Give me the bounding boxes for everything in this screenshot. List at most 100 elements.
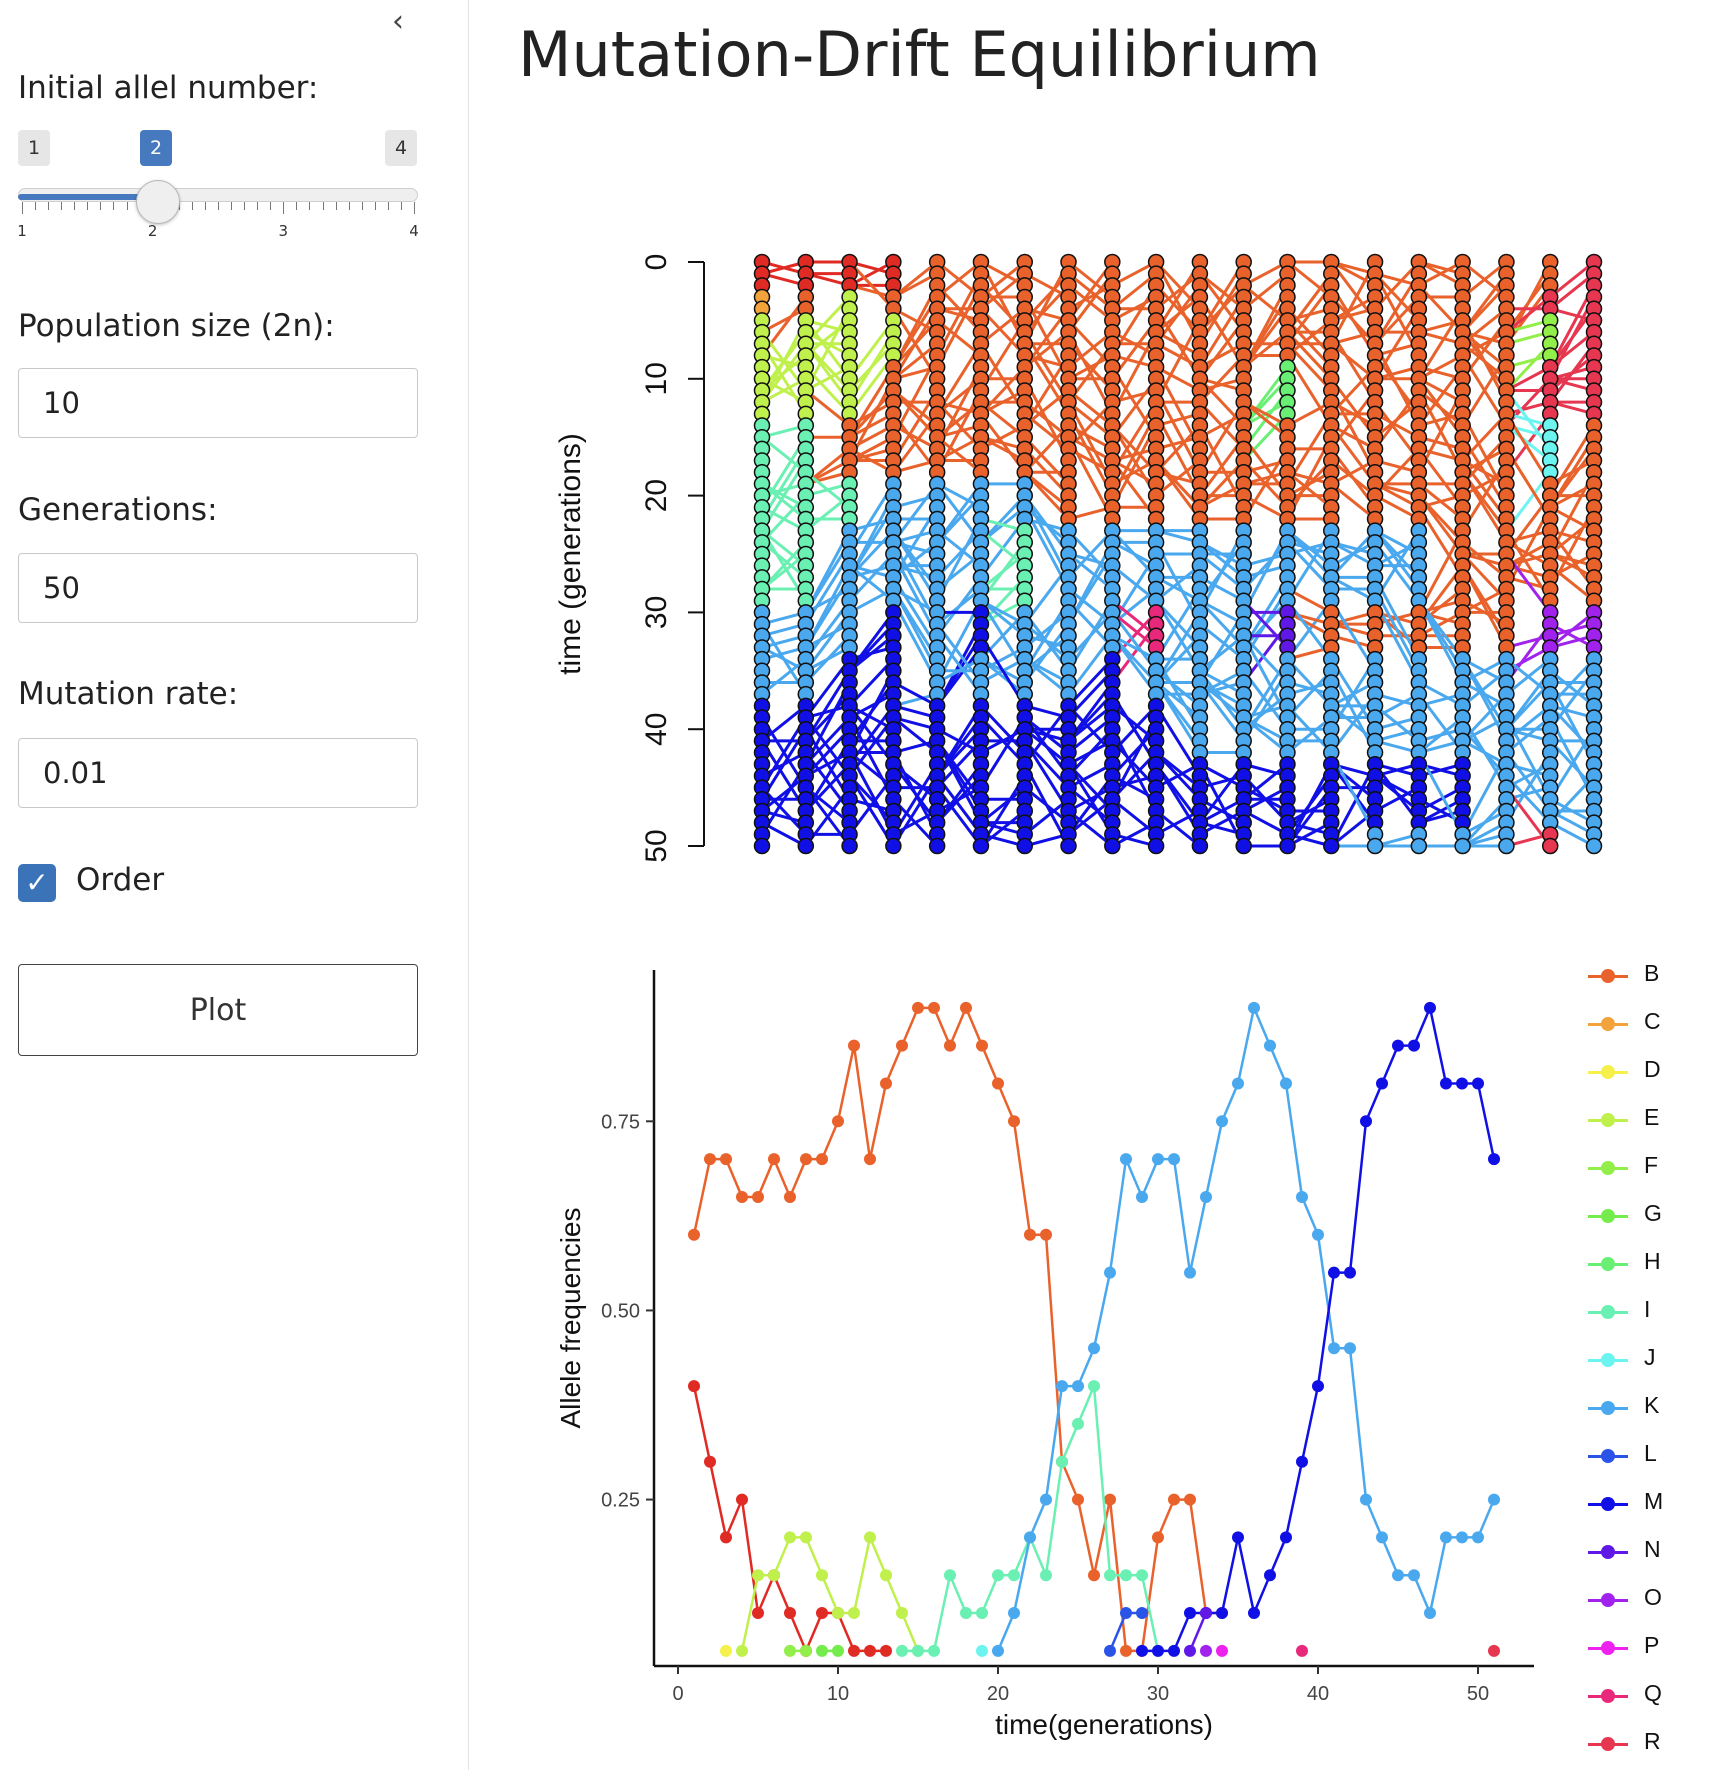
genealogy-link bbox=[980, 599, 1026, 626]
genealogy-link bbox=[804, 693, 851, 742]
genealogy-link bbox=[761, 436, 807, 474]
genealogy-link bbox=[1242, 284, 1289, 322]
legend-item-P: P bbox=[1580, 1630, 1700, 1666]
data-point-B bbox=[736, 1190, 748, 1203]
slider-tick bbox=[100, 202, 102, 210]
genealogy-link bbox=[979, 366, 1026, 415]
data-point-L bbox=[1104, 1644, 1116, 1657]
genealogy-link bbox=[848, 658, 895, 707]
slider-tick bbox=[204, 202, 206, 210]
legend-dot bbox=[1601, 969, 1615, 983]
data-point-A bbox=[880, 1644, 892, 1657]
data-point-F bbox=[800, 1644, 812, 1657]
genealogy-link bbox=[761, 505, 807, 532]
genealogy-link bbox=[1286, 669, 1333, 719]
slider-tick bbox=[257, 202, 259, 210]
generations-input[interactable] bbox=[18, 553, 418, 623]
genealogy-link bbox=[1549, 272, 1595, 310]
genealogy-link bbox=[980, 646, 1026, 673]
genealogy-link bbox=[1067, 529, 1114, 579]
genealogy-link bbox=[1461, 260, 1508, 299]
slider-handle[interactable] bbox=[136, 180, 180, 224]
legend-item-F: F bbox=[1580, 1150, 1700, 1186]
genealogy-link bbox=[979, 716, 1026, 766]
genealogy-link bbox=[1111, 634, 1157, 661]
genealogy-point bbox=[1147, 837, 1165, 855]
genealogy-link bbox=[848, 529, 895, 579]
legend-item-J: J bbox=[1580, 1342, 1700, 1378]
data-point-K bbox=[1168, 1153, 1180, 1166]
genealogy-link bbox=[1067, 284, 1114, 311]
slider-tick-label: 4 bbox=[409, 222, 419, 240]
genealogy-link bbox=[1111, 751, 1158, 801]
genealogy-link bbox=[1155, 272, 1201, 310]
genealogy-link bbox=[761, 354, 807, 392]
data-point-E bbox=[736, 1644, 748, 1657]
legend-label: E bbox=[1644, 1104, 1660, 1130]
genealogy-link bbox=[805, 330, 851, 357]
chevron-left-icon[interactable]: ‹ bbox=[392, 4, 404, 39]
genealogy-link bbox=[848, 704, 895, 731]
slider-max-label: 4 bbox=[385, 130, 418, 166]
data-point-I bbox=[896, 1644, 908, 1657]
legend-label: O bbox=[1644, 1584, 1662, 1610]
genealogy-link bbox=[1067, 704, 1114, 743]
genealogy-link bbox=[1067, 762, 1114, 789]
genealogy-link bbox=[1155, 365, 1201, 392]
genealogy-link bbox=[1417, 482, 1464, 521]
data-point-K bbox=[1184, 1266, 1196, 1279]
slider-tick-label: 3 bbox=[278, 222, 289, 240]
series-F bbox=[784, 1644, 812, 1657]
slider-tick bbox=[113, 202, 115, 210]
data-point-B bbox=[832, 1115, 844, 1128]
legend-item-N: N bbox=[1580, 1534, 1700, 1570]
genealogy-link bbox=[1155, 809, 1201, 848]
legend-item-R: R bbox=[1580, 1726, 1700, 1762]
data-point-I bbox=[1072, 1417, 1084, 1430]
data-point-G bbox=[816, 1644, 828, 1657]
data-point-E bbox=[768, 1569, 780, 1582]
genealogy-link bbox=[1242, 599, 1289, 649]
genealogy-link bbox=[1198, 401, 1245, 450]
population-size-input[interactable] bbox=[18, 368, 418, 438]
legend-dot bbox=[1601, 1641, 1615, 1655]
genealogy-link bbox=[1286, 704, 1333, 754]
genealogy-link bbox=[892, 716, 939, 754]
genealogy-link bbox=[980, 657, 1026, 696]
data-point-N bbox=[1184, 1644, 1196, 1657]
data-point-I bbox=[912, 1644, 924, 1657]
genealogy-point bbox=[1366, 837, 1384, 855]
legend-dot bbox=[1601, 1689, 1615, 1703]
order-checkbox[interactable]: ✓ bbox=[18, 864, 56, 902]
data-point-K bbox=[1264, 1039, 1276, 1052]
data-point-K bbox=[1376, 1531, 1388, 1544]
genealogy-link bbox=[848, 400, 895, 427]
genealogy-link bbox=[1505, 540, 1551, 568]
data-point-F bbox=[784, 1644, 796, 1657]
genealogy-link bbox=[1155, 342, 1201, 369]
genealogy-link bbox=[1023, 611, 1070, 649]
legend-label: N bbox=[1644, 1536, 1661, 1562]
data-point-K bbox=[1488, 1493, 1500, 1506]
genealogy-link bbox=[1374, 786, 1420, 813]
genealogy-point bbox=[972, 837, 990, 855]
data-point-B bbox=[752, 1190, 764, 1203]
genealogy-link bbox=[761, 482, 807, 509]
genealogy-link bbox=[1242, 272, 1289, 310]
genealogy-link bbox=[936, 284, 983, 334]
legend-label: D bbox=[1644, 1056, 1661, 1082]
legend-item-E: E bbox=[1580, 1102, 1700, 1138]
y-tick-label: 10 bbox=[640, 362, 673, 395]
genealogy-link bbox=[1198, 272, 1245, 310]
series-R bbox=[1488, 1644, 1500, 1657]
genealogy-link bbox=[1198, 354, 1245, 404]
slider-tick bbox=[322, 202, 324, 210]
data-point-B bbox=[880, 1077, 892, 1090]
mutation-rate-input[interactable] bbox=[18, 738, 418, 808]
legend-item-D: D bbox=[1580, 1054, 1700, 1090]
plot-button[interactable]: Plot bbox=[18, 964, 418, 1056]
genealogy-link bbox=[1505, 681, 1552, 731]
genealogy-link bbox=[1024, 272, 1070, 299]
genealogy-link bbox=[1461, 809, 1508, 836]
legend-label: J bbox=[1644, 1344, 1656, 1370]
